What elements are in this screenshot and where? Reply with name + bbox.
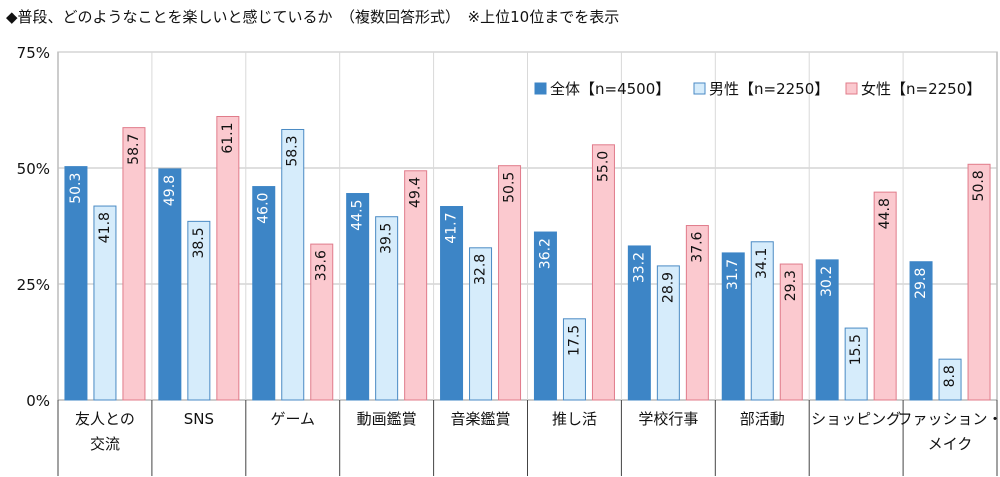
bar xyxy=(591,144,615,401)
bar xyxy=(938,358,962,401)
bar xyxy=(122,127,146,401)
chart-title: ◆普段、どのようなことを楽しいと感じているか （複数回答形式） ※上位10位まで… xyxy=(6,8,620,26)
data-label: 8.8 xyxy=(942,365,958,387)
data-label: 46.0 xyxy=(256,193,272,224)
category-label: 友人との xyxy=(75,410,135,428)
category-label: 音楽鑑賞 xyxy=(451,410,511,428)
category-label: 部活動 xyxy=(740,410,785,428)
y-tick-label: 50% xyxy=(17,160,50,178)
data-label: 41.7 xyxy=(444,213,460,244)
y-tick-label: 75% xyxy=(17,44,50,62)
category-label: 推し活 xyxy=(552,410,597,428)
legend-swatch xyxy=(845,82,858,95)
data-label: 50.8 xyxy=(971,170,987,201)
bar xyxy=(281,128,305,401)
data-label: 37.6 xyxy=(689,231,705,262)
category-label: 学校行事 xyxy=(638,410,698,428)
bar xyxy=(252,186,276,401)
data-label: 32.8 xyxy=(473,254,489,285)
bar xyxy=(498,165,522,401)
bar xyxy=(721,252,745,401)
data-label: 41.8 xyxy=(97,212,113,243)
bar xyxy=(815,259,839,401)
data-label: 50.3 xyxy=(68,173,84,204)
bar xyxy=(750,241,774,401)
data-label: 28.9 xyxy=(660,272,676,303)
bar xyxy=(627,245,651,401)
bar xyxy=(310,243,334,401)
data-label: 58.3 xyxy=(285,135,301,166)
bar xyxy=(779,263,803,401)
data-label: 58.7 xyxy=(126,134,142,165)
data-label: 38.5 xyxy=(191,227,207,258)
category-label: SNS xyxy=(184,410,214,428)
category-label: ショッピング xyxy=(811,410,901,428)
legend-swatch xyxy=(693,82,706,95)
data-label: 33.6 xyxy=(314,250,330,281)
bar xyxy=(909,261,933,401)
category-label: ファッション・ xyxy=(898,410,1000,428)
y-tick-label: 0% xyxy=(26,392,50,410)
legend-label: 女性【n=2250】 xyxy=(861,80,981,98)
category-label: ゲーム xyxy=(270,410,315,428)
data-label: 34.1 xyxy=(754,248,770,279)
data-label: 50.5 xyxy=(502,172,518,203)
bar xyxy=(967,163,991,401)
data-label: 49.8 xyxy=(162,175,178,206)
bar xyxy=(440,206,464,401)
bar xyxy=(93,205,117,401)
legend-swatch xyxy=(534,82,547,95)
bar xyxy=(685,225,709,401)
bar xyxy=(562,318,586,401)
data-label: 31.7 xyxy=(725,259,741,290)
bar xyxy=(64,166,88,401)
data-label: 15.5 xyxy=(848,334,864,365)
category-label: 交流 xyxy=(90,435,120,453)
bar xyxy=(844,327,868,401)
bar xyxy=(656,265,680,401)
y-tick-label: 25% xyxy=(17,276,50,294)
data-label: 29.3 xyxy=(783,270,799,301)
legend-label: 全体【n=4500】 xyxy=(550,80,670,98)
category-label: メイク xyxy=(928,435,973,453)
bar xyxy=(533,231,557,401)
data-label: 30.2 xyxy=(819,266,835,297)
bar xyxy=(187,220,211,401)
data-label: 39.5 xyxy=(379,223,395,254)
bar xyxy=(346,193,370,401)
data-label: 17.5 xyxy=(566,325,582,356)
data-label: 44.8 xyxy=(877,198,893,229)
data-label: 29.8 xyxy=(913,268,929,299)
bar xyxy=(404,170,428,401)
data-label: 61.1 xyxy=(220,122,236,153)
data-label: 33.2 xyxy=(631,252,647,283)
data-label: 55.0 xyxy=(595,151,611,182)
legend-label: 男性【n=2250】 xyxy=(709,80,829,98)
bar xyxy=(873,191,897,401)
category-label: 動画鑑賞 xyxy=(357,410,417,428)
bar xyxy=(216,115,240,401)
bar xyxy=(158,168,182,401)
data-label: 49.4 xyxy=(408,177,424,208)
data-label: 44.5 xyxy=(350,200,366,231)
data-label: 36.2 xyxy=(537,238,553,269)
bar xyxy=(469,247,493,401)
bar xyxy=(375,216,399,401)
